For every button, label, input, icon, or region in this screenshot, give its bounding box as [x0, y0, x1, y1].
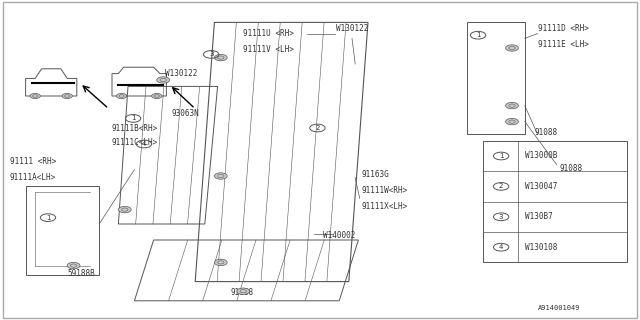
Text: 1: 1 — [45, 215, 51, 220]
Text: 91111A<LH>: 91111A<LH> — [10, 173, 56, 182]
Text: 91111 <RH>: 91111 <RH> — [10, 157, 56, 166]
Circle shape — [506, 45, 518, 51]
Text: W130122: W130122 — [336, 24, 369, 33]
Text: 2: 2 — [499, 183, 503, 189]
Text: 93063N: 93063N — [172, 109, 199, 118]
Circle shape — [214, 173, 227, 179]
Circle shape — [30, 93, 40, 99]
Text: 91111W<RH>: 91111W<RH> — [362, 186, 408, 195]
Text: 4: 4 — [499, 244, 503, 250]
Text: 91088: 91088 — [230, 288, 253, 297]
Text: 1: 1 — [499, 153, 504, 159]
Circle shape — [67, 262, 80, 269]
Text: W130B7: W130B7 — [525, 212, 552, 221]
Text: 1: 1 — [476, 32, 481, 38]
Text: 91111V <LH>: 91111V <LH> — [243, 45, 294, 54]
Circle shape — [237, 288, 250, 294]
Text: 91111U <RH>: 91111U <RH> — [243, 29, 294, 38]
Text: 91111X<LH>: 91111X<LH> — [362, 202, 408, 211]
Circle shape — [506, 102, 518, 109]
Circle shape — [214, 259, 227, 266]
Text: 59188B: 59188B — [67, 269, 95, 278]
Circle shape — [506, 118, 518, 125]
Text: 3: 3 — [209, 52, 214, 57]
Text: 91163G: 91163G — [362, 170, 389, 179]
Circle shape — [152, 93, 162, 99]
Bar — [483, 141, 627, 262]
Text: 91088: 91088 — [560, 164, 583, 172]
Text: 91088: 91088 — [534, 128, 557, 137]
Text: 91111E <LH>: 91111E <LH> — [538, 40, 588, 49]
Text: W130108: W130108 — [525, 243, 557, 252]
Circle shape — [118, 206, 131, 213]
Circle shape — [214, 54, 227, 61]
Circle shape — [157, 77, 170, 83]
Text: 91111B<RH>: 91111B<RH> — [112, 124, 158, 132]
Text: 3: 3 — [499, 214, 504, 220]
Circle shape — [116, 93, 127, 99]
Text: 91111D <RH>: 91111D <RH> — [538, 24, 588, 33]
Text: W130047: W130047 — [525, 182, 557, 191]
Text: W140002: W140002 — [323, 231, 356, 240]
Circle shape — [62, 93, 72, 99]
Text: 91111C<LH>: 91111C<LH> — [112, 138, 158, 147]
Text: W130122: W130122 — [165, 69, 198, 78]
Text: 4: 4 — [142, 141, 146, 147]
Text: W13000B: W13000B — [525, 151, 557, 161]
Text: 2: 2 — [316, 125, 319, 131]
Text: 1: 1 — [131, 116, 136, 121]
Text: A914001049: A914001049 — [538, 305, 580, 311]
